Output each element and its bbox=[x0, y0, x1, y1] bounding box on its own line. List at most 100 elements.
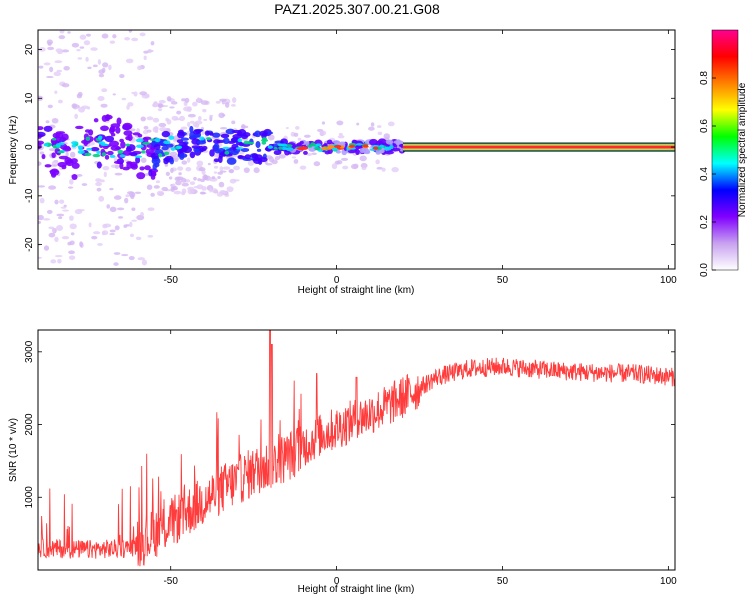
spectrogram-highlight bbox=[141, 150, 146, 154]
spectrogram-speckle bbox=[98, 73, 105, 78]
spectrogram-blob bbox=[148, 169, 154, 177]
spectrogram-speckle bbox=[38, 220, 42, 224]
spectrogram-speckle bbox=[112, 34, 117, 39]
spectrogram-speckle bbox=[76, 48, 81, 52]
spectrogram-highlight bbox=[383, 146, 392, 151]
spectrogram-speckle bbox=[184, 97, 190, 103]
spectrogram-blob bbox=[202, 145, 208, 151]
spectrogram-speckle bbox=[146, 129, 152, 133]
spectrogram-highlight bbox=[125, 143, 131, 147]
spectrogram-speckle bbox=[54, 90, 58, 94]
spectrogram-speckle bbox=[360, 162, 368, 169]
spectrogram-highlight bbox=[277, 143, 285, 147]
spectrogram-speckle bbox=[209, 177, 218, 182]
spectrogram-highlight bbox=[310, 142, 316, 147]
spectrogram-speckle bbox=[375, 159, 380, 165]
spectrogram-x-tick-label: 100 bbox=[660, 275, 677, 286]
spectrogram-speckle bbox=[376, 166, 383, 170]
spectrogram-speckle bbox=[293, 159, 299, 164]
spectrogram-blob bbox=[58, 155, 69, 160]
spectrogram-speckle bbox=[90, 47, 98, 51]
spectrogram-speckle bbox=[39, 197, 45, 204]
spectrogram-speckle bbox=[116, 207, 125, 211]
spectrogram-speckle bbox=[175, 180, 182, 186]
snr-series-line bbox=[38, 330, 675, 567]
spectrogram-speckle bbox=[146, 116, 154, 121]
spectrogram-speckle bbox=[338, 132, 343, 136]
spectrogram-speckle bbox=[128, 256, 135, 261]
spectrogram-speckle bbox=[95, 181, 102, 187]
spectrogram-speckle bbox=[200, 100, 209, 105]
spectrogram-blob bbox=[122, 122, 133, 130]
spectrogram-blob bbox=[84, 129, 91, 133]
spectrogram-speckle bbox=[95, 178, 102, 183]
spectrogram-speckle bbox=[158, 122, 167, 128]
spectrogram-speckle bbox=[192, 101, 198, 107]
spectrogram-highlight bbox=[43, 143, 49, 147]
spectrogram-blob bbox=[231, 129, 242, 134]
spectrogram-highlight bbox=[77, 150, 85, 155]
spectrogram-speckle bbox=[61, 209, 70, 212]
spectrogram-highlight bbox=[261, 137, 268, 141]
snr-y-tick-label: 2000 bbox=[24, 413, 35, 436]
spectrogram-speckle bbox=[306, 152, 313, 157]
spectrogram-speckle bbox=[217, 175, 221, 179]
spectrogram-speckle bbox=[194, 120, 203, 125]
spectrogram-speckle bbox=[38, 185, 46, 188]
spectrogram-speckle bbox=[231, 154, 238, 158]
spectrogram-speckle bbox=[285, 126, 289, 129]
spectrogram-highlight bbox=[168, 135, 175, 140]
spectrogram-speckle bbox=[119, 73, 125, 79]
signal-band-3 bbox=[402, 145, 675, 149]
spectrogram-blob bbox=[244, 154, 252, 160]
spectrogram-speckle bbox=[68, 250, 75, 255]
spectrogram-speckle bbox=[299, 165, 307, 170]
snr-panel: -50 0 50 100 1000 2000 3000 Height of straigh… bbox=[8, 329, 677, 595]
spectrogram-blob bbox=[209, 132, 214, 136]
spectrogram-speckle bbox=[370, 122, 375, 127]
spectrogram-frame bbox=[37, 29, 676, 270]
spectrogram-y-tick-label: -20 bbox=[24, 237, 35, 252]
spectrogram-speckle bbox=[185, 167, 192, 172]
spectrogram-blob bbox=[161, 146, 169, 151]
spectrogram-blob bbox=[161, 130, 171, 138]
spectrogram-speckle bbox=[85, 33, 91, 37]
spectrogram-speckle bbox=[109, 40, 116, 44]
spectrogram-speckle bbox=[109, 187, 114, 191]
spectrogram-speckle bbox=[129, 233, 134, 238]
spectrogram-blob bbox=[109, 127, 115, 135]
spectrogram-speckle bbox=[232, 179, 240, 182]
spectrogram-blob bbox=[326, 139, 333, 145]
spectrogram-highlight bbox=[247, 141, 255, 145]
spectrogram-speckle bbox=[51, 227, 56, 233]
spectrogram-highlight bbox=[235, 147, 244, 150]
spectrogram-speckle bbox=[139, 32, 146, 37]
spectrogram-blob bbox=[71, 174, 78, 180]
spectrogram-speckle bbox=[377, 131, 383, 136]
spectrogram-blob bbox=[192, 129, 202, 135]
spectrogram-highlight bbox=[154, 137, 161, 143]
spectrogram-speckle bbox=[114, 225, 120, 231]
spectrogram-blob bbox=[395, 139, 402, 146]
spectrogram-blob bbox=[237, 155, 244, 159]
spectrogram-highlight bbox=[77, 145, 84, 149]
spectrogram-speckle bbox=[125, 194, 130, 198]
spectrogram-blob bbox=[93, 118, 99, 123]
spectrogram-speckle bbox=[140, 211, 144, 217]
spectrogram-hotspot bbox=[301, 146, 307, 150]
spectrogram-speckle bbox=[166, 96, 172, 102]
spectrogram-speckle bbox=[102, 166, 110, 171]
spectrogram-speckle bbox=[209, 187, 213, 193]
spectrogram-speckle bbox=[197, 178, 202, 182]
spectrogram-highlight bbox=[158, 153, 163, 158]
spectrogram-speckle bbox=[177, 166, 184, 171]
spectrogram-speckle bbox=[231, 97, 237, 103]
spectrogram-highlight bbox=[71, 141, 79, 145]
spectrogram-blob bbox=[191, 145, 201, 149]
snr-x-tick-label: -50 bbox=[163, 576, 178, 587]
spectrogram-speckle bbox=[59, 30, 65, 34]
spectrogram-speckle bbox=[76, 174, 83, 177]
spectrogram-blob bbox=[43, 125, 53, 132]
spectrogram-speckle bbox=[100, 103, 108, 108]
spectrogram-speckle bbox=[193, 185, 199, 189]
